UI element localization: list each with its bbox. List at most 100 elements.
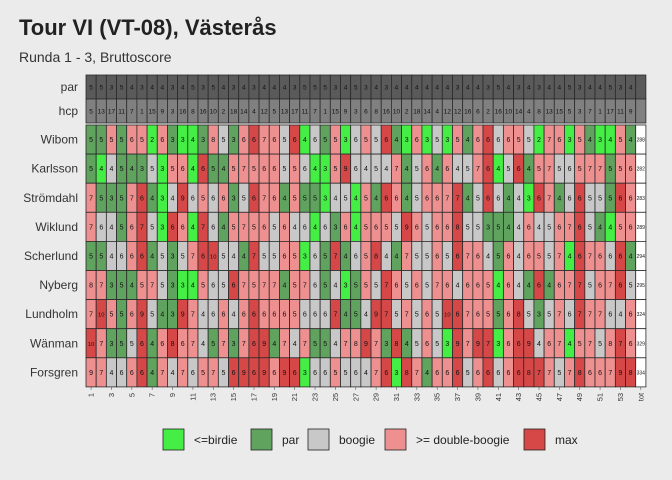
header-cell-label: 3 <box>232 85 236 92</box>
score-cell-label: 3 <box>496 341 500 348</box>
header-cell-label: 3 <box>578 85 582 92</box>
score-cell-label: 4 <box>283 283 287 290</box>
score-cell-label: 5 <box>171 166 175 173</box>
header-cell-label: 4 <box>405 85 409 92</box>
score-cell-label: 5 <box>140 283 144 290</box>
score-cell-label: 5 <box>425 253 429 260</box>
score-cell-label: 5 <box>395 312 399 319</box>
score-cell-label: 7 <box>578 283 582 290</box>
header-cell-label: 4 <box>527 109 531 116</box>
header-cell-label: 9 <box>344 109 348 116</box>
score-cell-label: 7 <box>242 283 246 290</box>
score-cell-label: 6 <box>425 166 429 173</box>
score-cell-label: 6 <box>99 224 103 231</box>
score-cell-label: 6 <box>486 370 490 377</box>
score-cell-label: 6 <box>588 370 592 377</box>
score-cell-label: 3 <box>171 312 175 319</box>
score-cell-label: 4 <box>466 195 470 202</box>
score-cell-label: 5 <box>344 195 348 202</box>
header-cell-label: 16 <box>179 109 187 116</box>
score-cell-label: 3 <box>201 137 205 144</box>
score-cell-label: 3 <box>140 166 144 173</box>
x-tick-label: 5 <box>127 393 136 397</box>
score-cell-label: 4 <box>456 283 460 290</box>
header-cell-label: 17 <box>108 109 116 116</box>
score-cell-label: 6 <box>242 137 246 144</box>
score-cell-label: 7 <box>283 341 287 348</box>
score-cell-label: 4 <box>547 283 551 290</box>
score-cell-label: 5 <box>415 312 419 319</box>
score-cell-label: 5 <box>323 341 327 348</box>
header-cell-label: 3 <box>201 85 205 92</box>
score-cell-label: 5 <box>405 283 409 290</box>
score-cell-label: 6 <box>486 137 490 144</box>
score-cell-label: 4 <box>130 166 134 173</box>
score-cell-label: 8 <box>211 137 215 144</box>
x-tick-label: 49 <box>575 393 584 401</box>
score-cell-label: 9 <box>89 370 93 377</box>
score-cell-label: 5 <box>486 312 490 319</box>
score-cell-label: 5 <box>476 224 480 231</box>
score-cell-label: 5 <box>120 283 124 290</box>
score-cell-label: 8 <box>395 341 399 348</box>
score-cell-label: 6 <box>415 283 419 290</box>
score-cell-label: 6 <box>232 283 236 290</box>
score-cell-label: 4 <box>598 224 602 231</box>
header-cell-label: 13 <box>281 109 289 116</box>
score-cell-label: 5 <box>354 283 358 290</box>
score-cell-label: 7 <box>242 166 246 173</box>
score-cell-label: 5 <box>99 253 103 260</box>
score-cell-label: 7 <box>568 283 572 290</box>
score-cell-label: 5 <box>323 253 327 260</box>
score-cell-label: 4 <box>384 166 388 173</box>
score-cell-label: 9 <box>374 312 378 319</box>
score-cell-label: 7 <box>89 195 93 202</box>
total-cell-label: 324 <box>637 312 646 318</box>
score-cell-label: 5 <box>435 137 439 144</box>
score-cell-label: 3 <box>323 166 327 173</box>
score-cell-label: 6 <box>557 137 561 144</box>
score-cell-label: 6 <box>211 224 215 231</box>
legend-swatch-max <box>523 428 546 451</box>
score-cell-label: 7 <box>466 341 470 348</box>
total-cell-label: 329 <box>637 341 646 347</box>
score-cell-label: 3 <box>181 137 185 144</box>
score-cell-label: 7 <box>578 312 582 319</box>
score-cell-label: 5 <box>211 341 215 348</box>
score-cell-label: 6 <box>211 283 215 290</box>
score-cell-label: 7 <box>150 283 154 290</box>
score-cell-label: 5 <box>578 341 582 348</box>
x-tick-label: 7 <box>148 393 157 397</box>
x-tick-label: tot <box>636 392 645 401</box>
score-cell-label: 5 <box>242 195 246 202</box>
score-cell-label: 4 <box>517 253 521 260</box>
score-cell-label: 8 <box>405 370 409 377</box>
score-cell-label: 5 <box>578 137 582 144</box>
score-cell-label: 4 <box>629 253 633 260</box>
score-cell-label: 6 <box>303 312 307 319</box>
header-cell-label: 10 <box>505 109 513 116</box>
header-cell-label: 7 <box>130 109 134 116</box>
score-cell-label: 7 <box>191 253 195 260</box>
score-cell-label: 7 <box>476 166 480 173</box>
score-cell-label: 4 <box>517 224 521 231</box>
score-cell-label: 7 <box>130 195 134 202</box>
score-cell-label: 4 <box>456 166 460 173</box>
score-cell-label: 6 <box>374 224 378 231</box>
score-cell-label: 4 <box>293 224 297 231</box>
score-cell-label: 9 <box>344 166 348 173</box>
score-cell-label: 6 <box>476 283 480 290</box>
score-cell-label: 5 <box>323 137 327 144</box>
header-cell-label: 3 <box>384 85 388 92</box>
player-name: Nyberg <box>39 278 78 292</box>
score-cell-label: 9 <box>242 370 246 377</box>
score-cell-label: 5 <box>120 195 124 202</box>
score-cell-label: 4 <box>364 166 368 173</box>
score-cell-label: 3 <box>395 370 399 377</box>
score-cell-label: 6 <box>527 253 531 260</box>
chart-subtitle: Runda 1 - 3, Bruttoscore <box>19 49 172 65</box>
header-cell-label: 8 <box>374 109 378 116</box>
score-cell-label: 6 <box>435 224 439 231</box>
score-cell-label: 8 <box>354 341 358 348</box>
score-cell-label: 5 <box>466 166 470 173</box>
